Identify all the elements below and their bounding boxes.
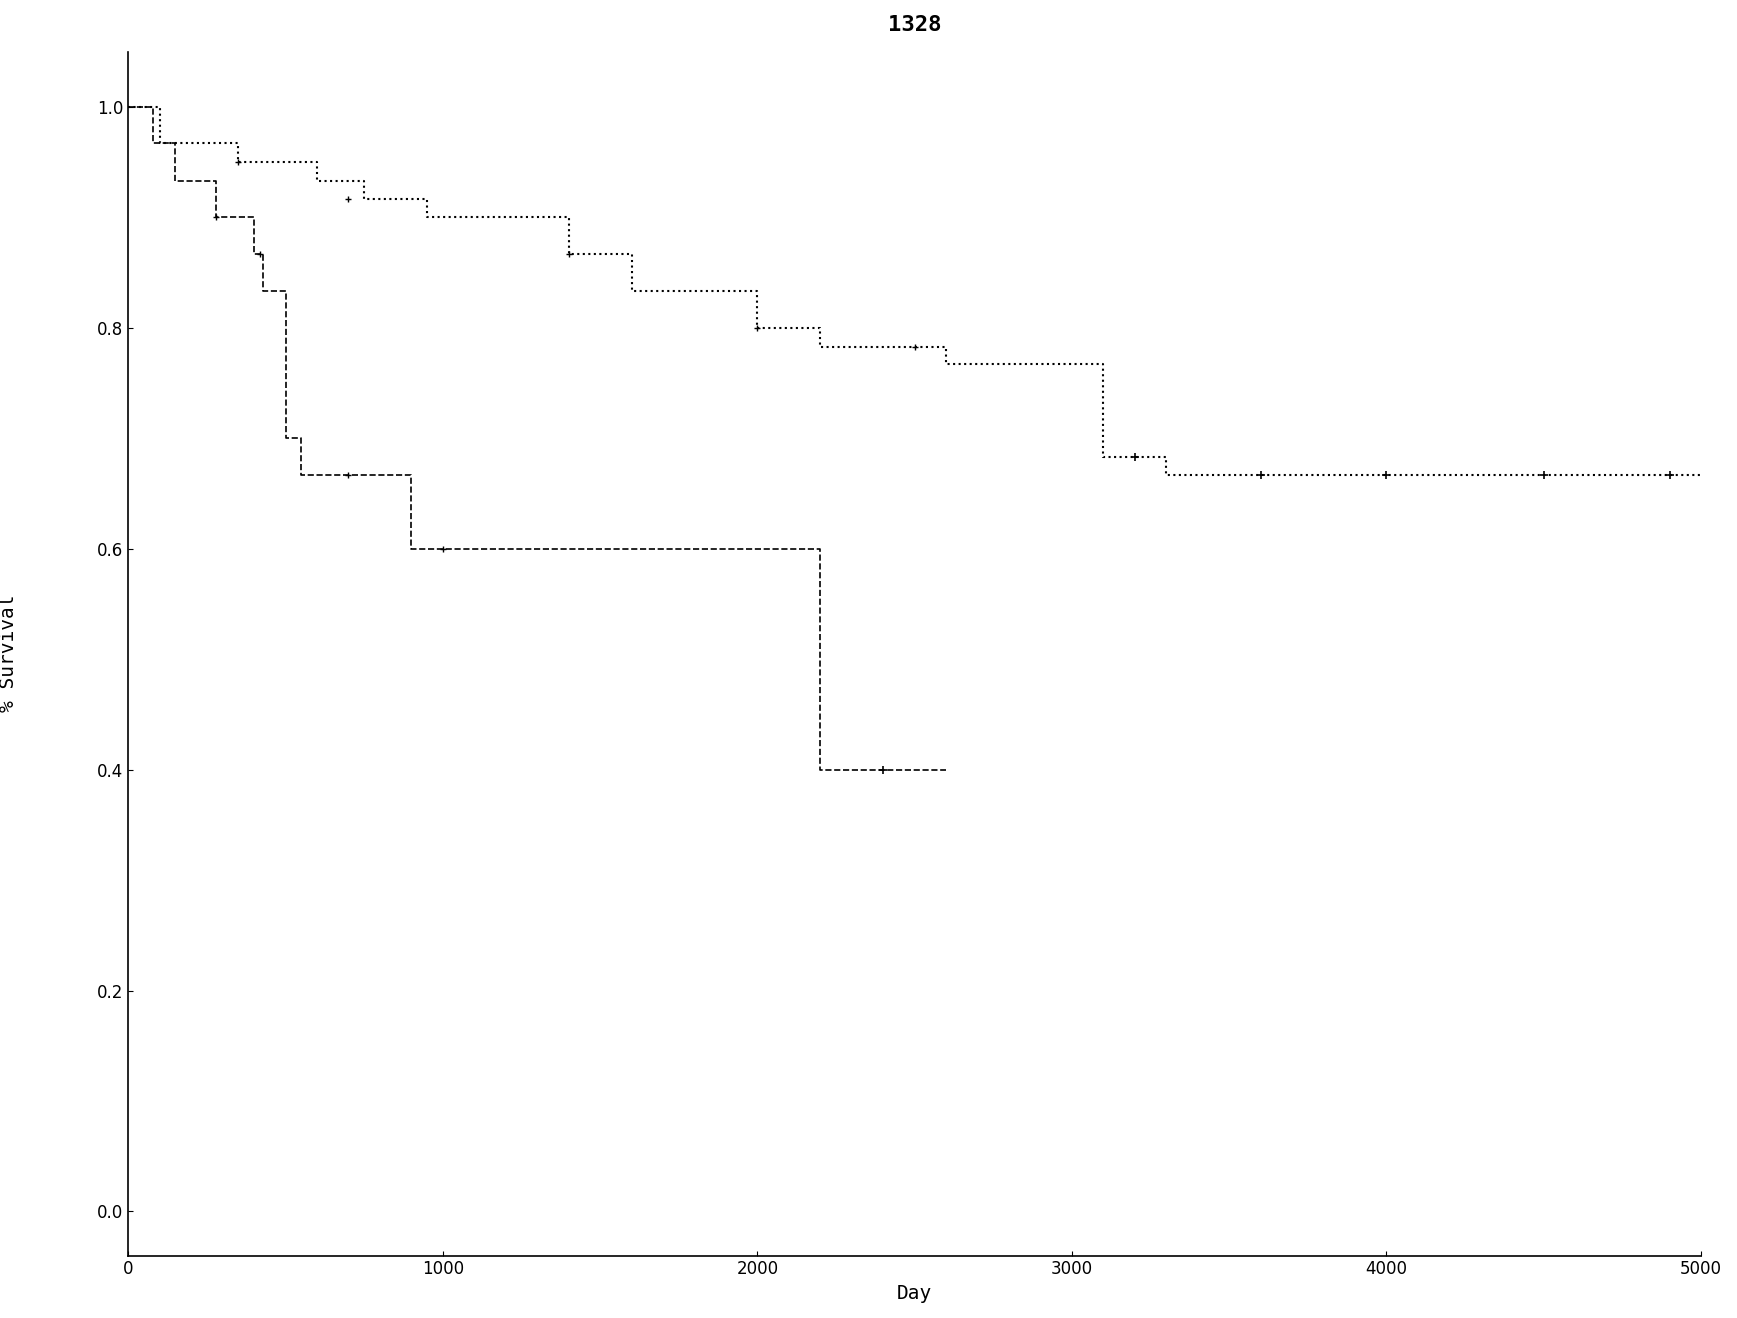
Y-axis label: % Survival: % Survival [0,594,17,713]
Title: 1328: 1328 [888,14,941,36]
X-axis label: Day: Day [896,1284,933,1304]
